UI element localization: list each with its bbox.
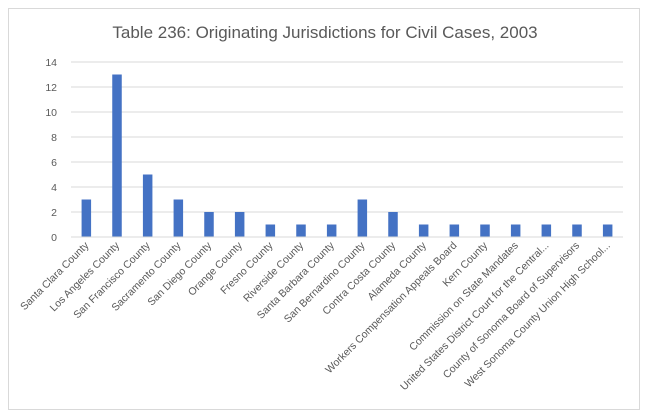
y-tick-label: 10 <box>45 107 57 119</box>
bar <box>143 175 153 238</box>
y-tick-label: 8 <box>51 132 57 144</box>
y-tick-label: 12 <box>45 82 57 94</box>
bar <box>266 225 276 238</box>
chart-container: Table 236: Originating Jurisdictions for… <box>8 8 640 410</box>
y-axis-tick-labels: 0 2 4 6 8 10 12 14 <box>45 57 57 244</box>
bar <box>419 225 429 238</box>
bar <box>388 212 398 237</box>
bar <box>327 225 337 238</box>
bar <box>480 225 490 238</box>
y-tick-label: 6 <box>51 157 57 169</box>
y-tick-label: 14 <box>45 57 57 69</box>
bar <box>572 225 582 238</box>
bar <box>82 200 92 238</box>
bar <box>235 212 245 237</box>
bars <box>82 75 613 238</box>
bar <box>174 200 184 238</box>
bar <box>511 225 521 238</box>
x-category-label: West Sonoma County Union High School... <box>462 240 612 390</box>
y-tick-label: 4 <box>51 182 57 194</box>
bar <box>358 200 368 238</box>
bar <box>204 212 214 237</box>
bar <box>603 225 613 238</box>
x-category-label: Orange County <box>186 239 245 298</box>
bar <box>296 225 306 238</box>
bar <box>542 225 552 238</box>
gridlines <box>71 62 623 212</box>
y-tick-label: 0 <box>51 232 57 244</box>
bar <box>450 225 460 238</box>
y-tick-label: 2 <box>51 207 57 219</box>
bar <box>112 75 122 238</box>
